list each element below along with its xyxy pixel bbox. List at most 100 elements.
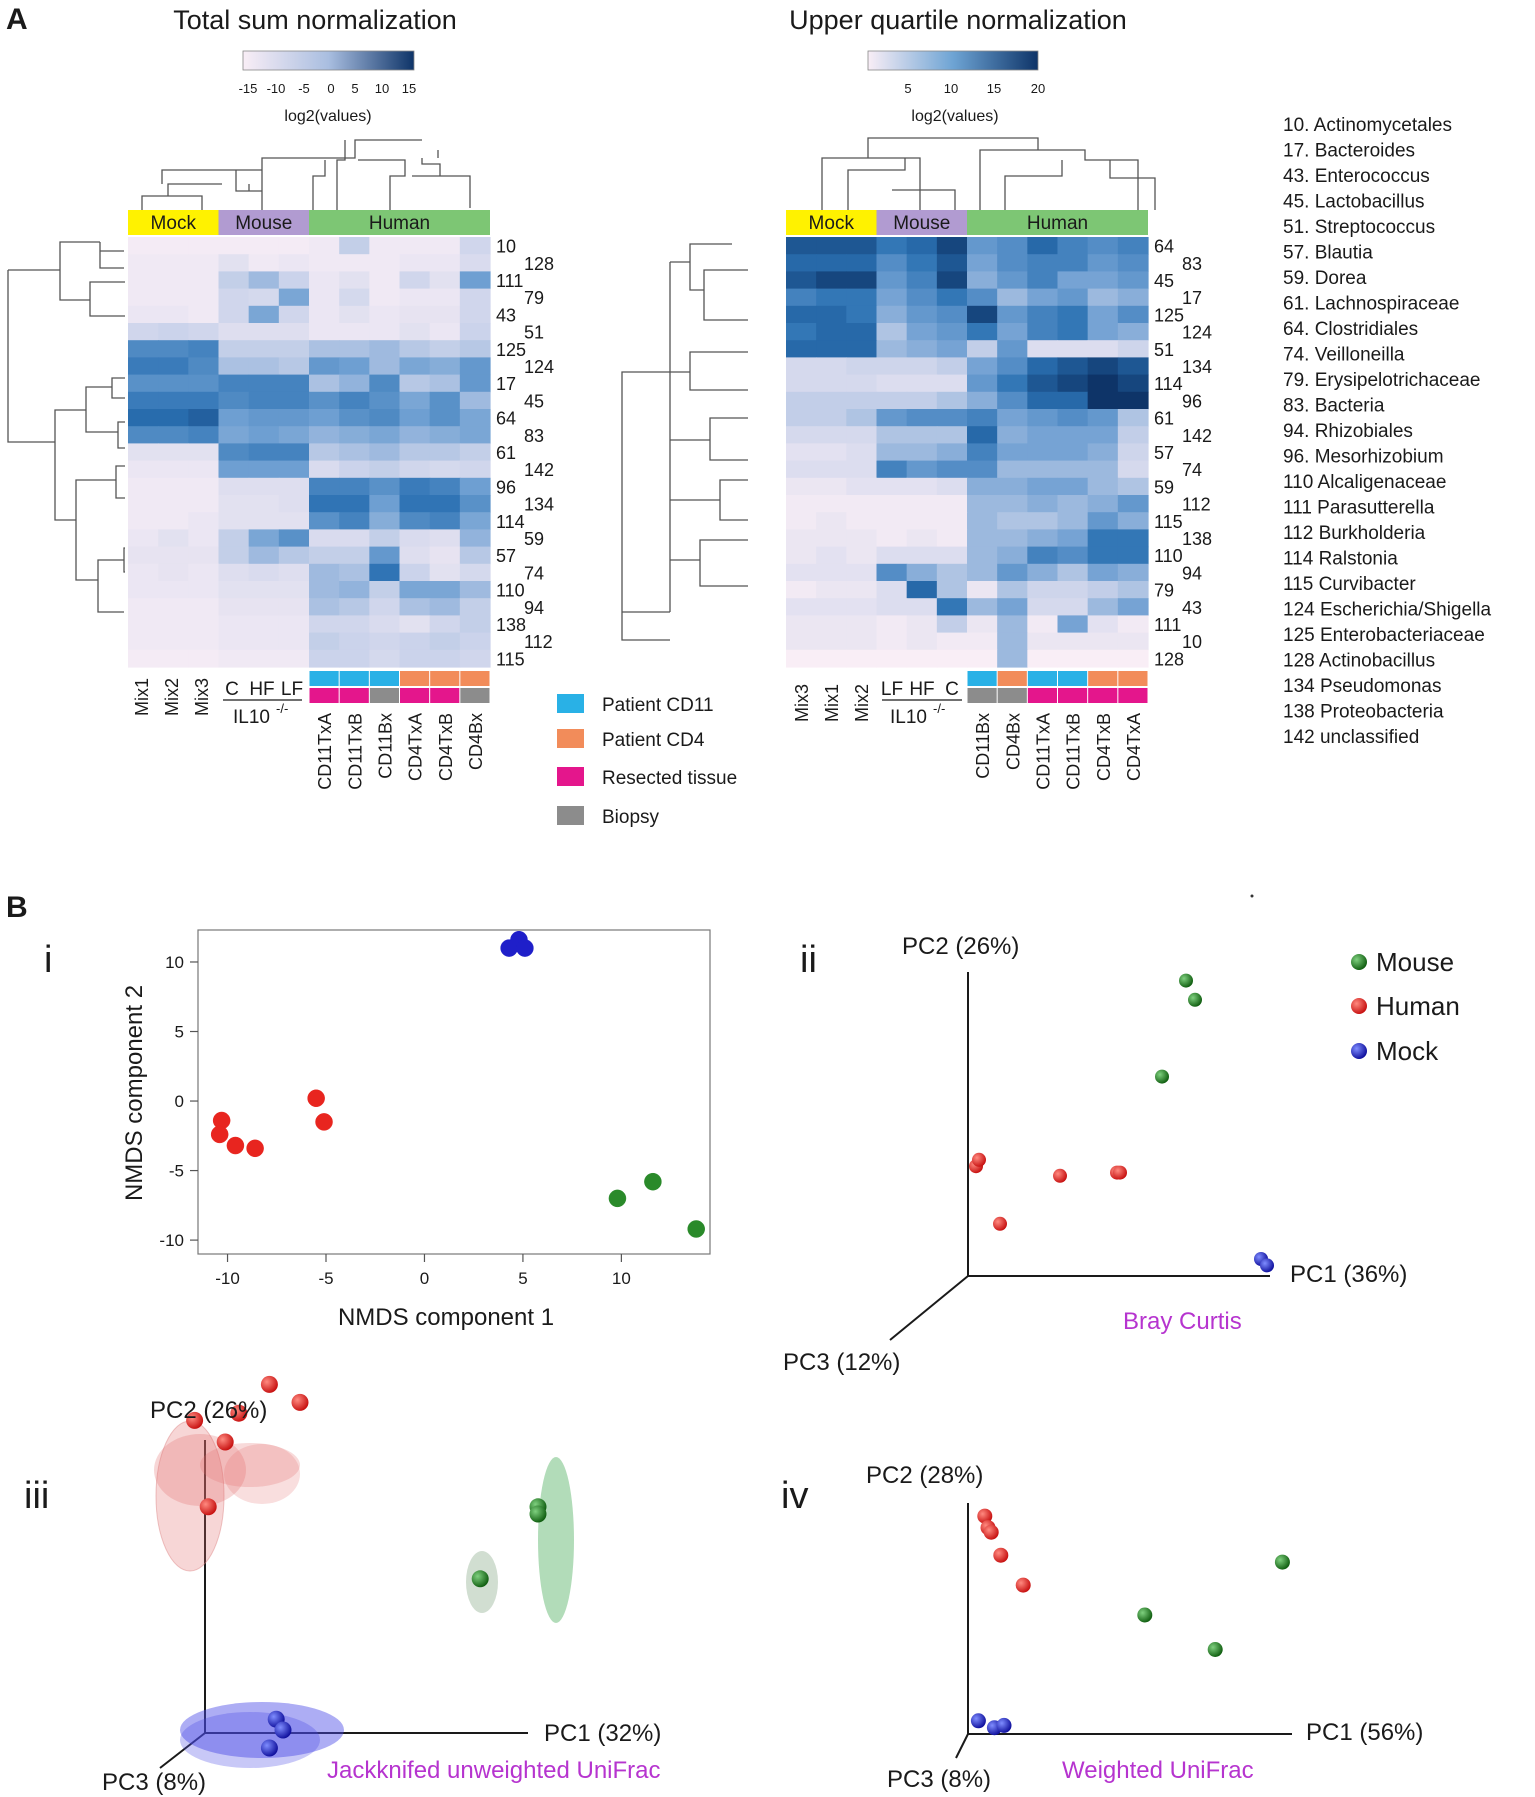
- heatmap-cell: [936, 391, 968, 410]
- heatmap-cell: [158, 581, 189, 599]
- heatmap-cell: [339, 615, 370, 634]
- heatmap-cell: [339, 598, 370, 616]
- heatmap-cell: [188, 271, 220, 290]
- pcoa-point-human: [1053, 1168, 1067, 1183]
- heatmap-cell: [997, 254, 1028, 272]
- pcoa-point-mouse: [529, 1505, 547, 1523]
- heatmap-cell: [399, 271, 431, 290]
- heatmap-cell: [876, 546, 908, 565]
- heatmap-cell: [429, 237, 461, 255]
- heatmap-cell: [128, 271, 159, 290]
- heatmap-cell: [816, 391, 847, 410]
- heatmap-cell: [997, 598, 1028, 616]
- heatmap-cell: [846, 254, 878, 272]
- heatmap-cell: [786, 374, 817, 393]
- stray-dot: [1250, 894, 1254, 898]
- col-label: CD4TxA: [1124, 713, 1144, 781]
- nmds-plot-frame: [197, 929, 711, 1255]
- row-label: 83: [1182, 254, 1202, 274]
- heatmap-cell: [429, 288, 461, 307]
- heatmap-cell: [248, 615, 280, 634]
- heatmap-cell: [369, 288, 401, 307]
- heatmap-cell: [429, 563, 461, 582]
- heatmap-cell: [1087, 529, 1119, 548]
- heatmap-cell: [158, 357, 189, 376]
- il10-label: IL10: [233, 707, 270, 728]
- heatmap-cell: [997, 323, 1028, 341]
- ellipse-human: [224, 1444, 300, 1504]
- heatmap-cell: [1027, 563, 1059, 582]
- heatmap-cell: [846, 477, 878, 496]
- heatmap-cell: [786, 512, 817, 530]
- heatmap-cell: [1117, 512, 1149, 530]
- heatmap-cell: [278, 237, 310, 255]
- heatmap-cell: [906, 443, 938, 462]
- heatmap-cell: [218, 288, 250, 307]
- heatmap-cell: [278, 409, 310, 427]
- heatmap-cell: [369, 357, 401, 376]
- heatmap-cell: [218, 615, 250, 634]
- heatmap-cell: [339, 237, 370, 255]
- heatmap-cell: [816, 340, 847, 358]
- heatmap-cell: [1087, 477, 1119, 496]
- heatmap-cell: [369, 632, 401, 651]
- heatmap-cell: [369, 512, 401, 530]
- heatmap-cell: [1087, 426, 1119, 444]
- taxon-entry: 17. Bacteroides: [1283, 141, 1415, 162]
- annotation-tissue: [400, 688, 430, 703]
- heatmap-cell: [399, 649, 431, 668]
- heatmap-cell: [1117, 460, 1149, 479]
- heatmap-cell: [188, 305, 220, 324]
- col-label: CD4TxB: [1094, 713, 1114, 781]
- heatmap-cell: [1117, 426, 1149, 444]
- heatmap-cell: [128, 305, 159, 324]
- row-label: 96: [1182, 391, 1202, 411]
- group-label: Human: [1027, 213, 1088, 234]
- heatmap-cell: [846, 340, 878, 358]
- heatmap-cell: [967, 460, 998, 479]
- heatmap-cell: [876, 409, 908, 427]
- row-label: 17: [1182, 288, 1202, 308]
- annotation-patient: [1058, 671, 1088, 686]
- heatmap-cell: [158, 649, 189, 668]
- heatmap-cell: [997, 495, 1028, 513]
- col-label: CD11Bx: [375, 713, 395, 779]
- heatmap-cell: [188, 512, 220, 530]
- heatmap-cell: [188, 443, 220, 462]
- heatmap-cell: [906, 237, 938, 255]
- heatmap-cell: [459, 460, 491, 479]
- row-label: 43: [496, 305, 516, 325]
- heatmap-cell: [369, 409, 401, 427]
- heatmap-cell: [967, 563, 998, 582]
- heatmap-cell: [369, 340, 401, 358]
- heatmap-cell: [128, 477, 159, 496]
- heatmap-cell: [816, 374, 847, 393]
- heatmap-cell: [967, 254, 998, 272]
- heatmap-cell: [429, 495, 461, 513]
- heatmap-left-mock-mouse-labels: Mix1 Mix2 Mix3 C HF LF IL10 -/-: [132, 678, 303, 728]
- heatmap-cell: [997, 529, 1028, 548]
- heatmap-cell: [936, 649, 968, 668]
- row-label: 124: [524, 357, 554, 377]
- heatmap-cell: [188, 409, 220, 427]
- pcoa-point-mouse: [1207, 1642, 1223, 1657]
- row-label: 51: [1154, 340, 1174, 360]
- heatmap-right-colorbar-ticks: 5 10 15 20: [904, 81, 1045, 96]
- heatmap-cell: [876, 271, 908, 290]
- heatmap-right-title: Upper quartile normalization: [789, 5, 1127, 35]
- heatmap-cell: [816, 495, 847, 513]
- heatmap-cell: [846, 632, 878, 651]
- heatmap-cell: [786, 632, 817, 651]
- annotation-patient: [997, 671, 1027, 686]
- heatmap-cell: [967, 357, 998, 376]
- heatmap-cell: [369, 305, 401, 324]
- heatmap-cell: [309, 598, 340, 616]
- heatmap-cell: [967, 374, 998, 393]
- heatmap-cell: [1057, 529, 1089, 548]
- taxon-entry: 111 Parasutterella: [1283, 498, 1435, 519]
- heatmap-cell: [339, 460, 370, 479]
- heatmap-cell: [1057, 563, 1089, 582]
- nmds-point-human: [307, 1089, 325, 1108]
- annotation-legend: Patient CD11 Patient CD4 Resected tissue…: [557, 694, 737, 828]
- heatmap-cell: [399, 512, 431, 530]
